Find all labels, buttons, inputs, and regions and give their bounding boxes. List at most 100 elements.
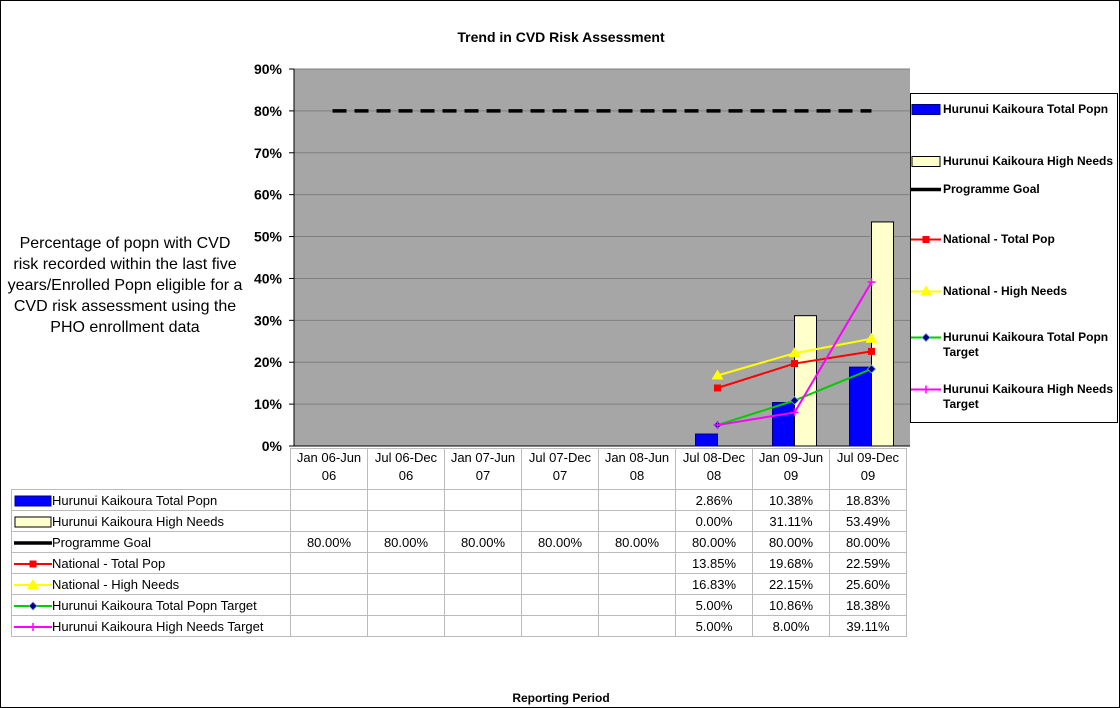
legend-swatch bbox=[911, 156, 941, 167]
legend-marker bbox=[29, 622, 37, 631]
legend-symbol bbox=[911, 236, 941, 243]
table-cell bbox=[367, 615, 445, 637]
table-series-name: National - Total Pop bbox=[52, 556, 166, 572]
legend-entry: Programme Goal bbox=[911, 182, 1117, 197]
table-cell: 80.00% bbox=[829, 531, 907, 553]
table-key: Programme Goal bbox=[11, 531, 291, 553]
table-cell: 31.11% bbox=[752, 510, 830, 532]
table-header-row: Jan 06-Jun 06 Jul 06-Dec 06 Jan 07-Jun 07 J… bbox=[12, 448, 907, 490]
table-cell bbox=[290, 594, 368, 616]
table-cell bbox=[290, 510, 368, 532]
legend-entry: National - Total Pop bbox=[911, 232, 1117, 247]
legend-symbol bbox=[14, 600, 52, 611]
line-marker bbox=[791, 360, 798, 368]
table-cell: 53.49% bbox=[829, 510, 907, 532]
legend-marker bbox=[921, 332, 931, 343]
legend-entry: National - High Needs bbox=[911, 284, 1117, 299]
table-cell bbox=[521, 510, 599, 532]
bar bbox=[772, 402, 795, 447]
table-key: Hurunui Kaikoura Total Popn Target bbox=[11, 594, 291, 616]
table-corner bbox=[12, 449, 291, 490]
table-cell: 18.83% bbox=[829, 489, 907, 511]
table-cell bbox=[444, 552, 522, 574]
table-row: Hurunui Kaikoura Total Popn 2.86% 10.38% 18… bbox=[11, 489, 907, 511]
legend-entry: Hurunui Kaikoura Total Popn Target bbox=[911, 330, 1117, 360]
table-cell bbox=[521, 552, 599, 574]
table-cell: 80.00% bbox=[521, 531, 599, 553]
y-tick-label: 90% bbox=[254, 61, 283, 77]
table-series-name: Programme Goal bbox=[52, 535, 151, 551]
table-cell bbox=[367, 489, 445, 511]
legend-marker bbox=[27, 578, 39, 589]
y-tick-label: 40% bbox=[254, 270, 283, 286]
table-cell bbox=[290, 615, 368, 637]
y-tick-label: 20% bbox=[254, 354, 283, 370]
table-cell bbox=[598, 510, 676, 532]
bar bbox=[695, 433, 718, 447]
table-cell: 19.68% bbox=[752, 552, 830, 574]
table-cell: 10.86% bbox=[752, 594, 830, 616]
table-cell bbox=[367, 552, 445, 574]
legend-marker bbox=[29, 560, 37, 568]
table-cell bbox=[290, 552, 368, 574]
table-row: Hurunui Kaikoura Total Popn Target 5.00% 1… bbox=[11, 594, 907, 616]
legend-marker bbox=[28, 600, 38, 611]
legend-label: National - High Needs bbox=[943, 284, 1068, 298]
table-series-name: Hurunui Kaikoura High Needs bbox=[52, 514, 224, 530]
y-axis-title: Percentage of popn with CVD risk recorde… bbox=[7, 235, 243, 336]
table-row: Hurunui Kaikoura High Needs 0.00% 31.11% 53… bbox=[11, 510, 907, 532]
legend-symbol bbox=[14, 495, 52, 507]
table-cell bbox=[290, 573, 368, 595]
table-cell bbox=[521, 573, 599, 595]
table-cell: 80.00% bbox=[752, 531, 830, 553]
table-cell: 2.86% bbox=[675, 489, 753, 511]
table-cell bbox=[367, 594, 445, 616]
table-cell: 8.00% bbox=[752, 615, 830, 637]
bar bbox=[849, 366, 872, 447]
table-cell: 22.15% bbox=[752, 573, 830, 595]
legend-label: Hurunui Kaikoura Total Popn Target bbox=[943, 330, 1109, 359]
x-tick-label: Jul 06-Dec 06 bbox=[367, 448, 445, 490]
table-key: Hurunui Kaikoura Total Popn bbox=[11, 489, 291, 511]
y-tick-label: 60% bbox=[254, 187, 283, 203]
table-cell bbox=[367, 510, 445, 532]
table-cell bbox=[290, 489, 368, 511]
legend-symbol bbox=[14, 516, 52, 528]
table-cell bbox=[521, 594, 599, 616]
line-marker bbox=[711, 369, 724, 380]
legend-symbol bbox=[14, 622, 52, 631]
legend-symbol bbox=[14, 560, 52, 568]
y-tick-label: 70% bbox=[254, 145, 283, 161]
legend-symbol bbox=[911, 104, 941, 115]
bar bbox=[871, 221, 894, 447]
table-row: National - Total Pop 13.85% 19.68% 22.59% bbox=[11, 552, 907, 574]
line-marker bbox=[866, 364, 877, 374]
table-cell: 5.00% bbox=[675, 594, 753, 616]
line-marker bbox=[868, 347, 875, 355]
table-cell bbox=[598, 615, 676, 637]
table-cell bbox=[598, 573, 676, 595]
legend-symbol bbox=[911, 332, 941, 343]
table-cell bbox=[444, 615, 522, 637]
table-key: National - Total Pop bbox=[11, 552, 291, 574]
x-tick-label: Jan 08-Jun 08 bbox=[598, 448, 676, 490]
legend-label: Hurunui Kaikoura Total Popn bbox=[943, 102, 1109, 116]
table-series-name: Hurunui Kaikoura Total Popn Target bbox=[52, 598, 257, 614]
table-cell: 25.60% bbox=[829, 573, 907, 595]
table-cell: 13.85% bbox=[675, 552, 753, 574]
legend-entry: Hurunui Kaikoura High Needs bbox=[911, 154, 1117, 169]
table-cell: 80.00% bbox=[675, 531, 753, 553]
legend-label: Programme Goal bbox=[943, 182, 1040, 196]
x-tick-label: Jan 07-Jun 07 bbox=[444, 448, 522, 490]
y-tick-label: 0% bbox=[262, 438, 283, 454]
table-cell: 80.00% bbox=[444, 531, 522, 553]
legend-marker bbox=[920, 285, 932, 296]
x-axis-title: Reporting Period bbox=[512, 691, 610, 705]
line-marker bbox=[714, 384, 721, 392]
table-cell bbox=[444, 573, 522, 595]
y-tick-label: 80% bbox=[254, 103, 283, 119]
table-series-name: National - High Needs bbox=[52, 577, 180, 593]
legend-swatch bbox=[14, 516, 52, 528]
table-key: National - High Needs bbox=[11, 573, 291, 595]
